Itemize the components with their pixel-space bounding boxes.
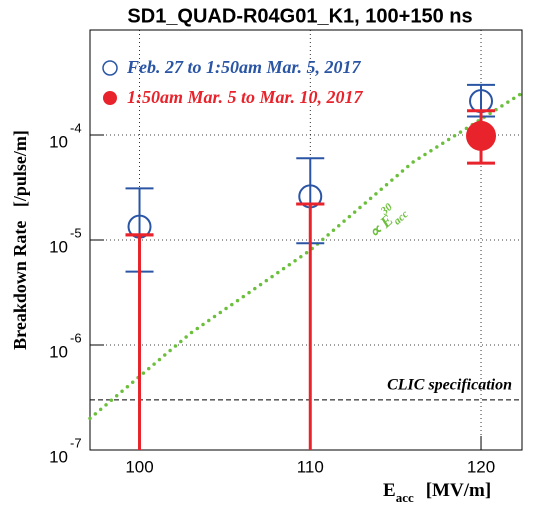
chart-title: SD1_QUAD-R04G01_K1, 100+150 ns: [127, 5, 472, 27]
y-tick-exponent: -4: [70, 120, 82, 135]
y-axis-label: Breakdown Rate [/pulse/m]: [10, 130, 30, 350]
x-axis-label: Eacc [MV/m]: [383, 480, 491, 505]
y-tick-exponent: -7: [70, 435, 82, 450]
y-tick-label: 10: [49, 237, 68, 256]
legend-marker: [103, 91, 117, 105]
x-label-main: E: [383, 480, 396, 501]
y-tick-label: 10: [49, 447, 68, 466]
x-tick-label: 120: [467, 457, 495, 476]
x-label-sub: acc: [396, 490, 414, 505]
legend-marker: [102, 60, 118, 76]
fit-label: ∝ Eacc30: [361, 196, 411, 245]
reference-label: CLIC specification: [387, 377, 512, 394]
x-tick-label: 100: [125, 457, 153, 476]
legend-label: 1:50am Mar. 5 to Mar. 10, 2017: [127, 87, 364, 107]
y-tick-label: 10: [49, 342, 68, 361]
x-tick-label: 110: [297, 457, 324, 476]
x-label-unit: [MV/m]: [426, 480, 491, 501]
fit-line: [88, 91, 524, 421]
y-tick-label: 10: [49, 132, 68, 151]
y-tick-exponent: -6: [70, 330, 82, 345]
marker: [466, 120, 497, 151]
y-tick-exponent: -5: [70, 225, 82, 240]
legend-label: Feb. 27 to 1:50am Mar. 5, 2017: [126, 57, 362, 77]
